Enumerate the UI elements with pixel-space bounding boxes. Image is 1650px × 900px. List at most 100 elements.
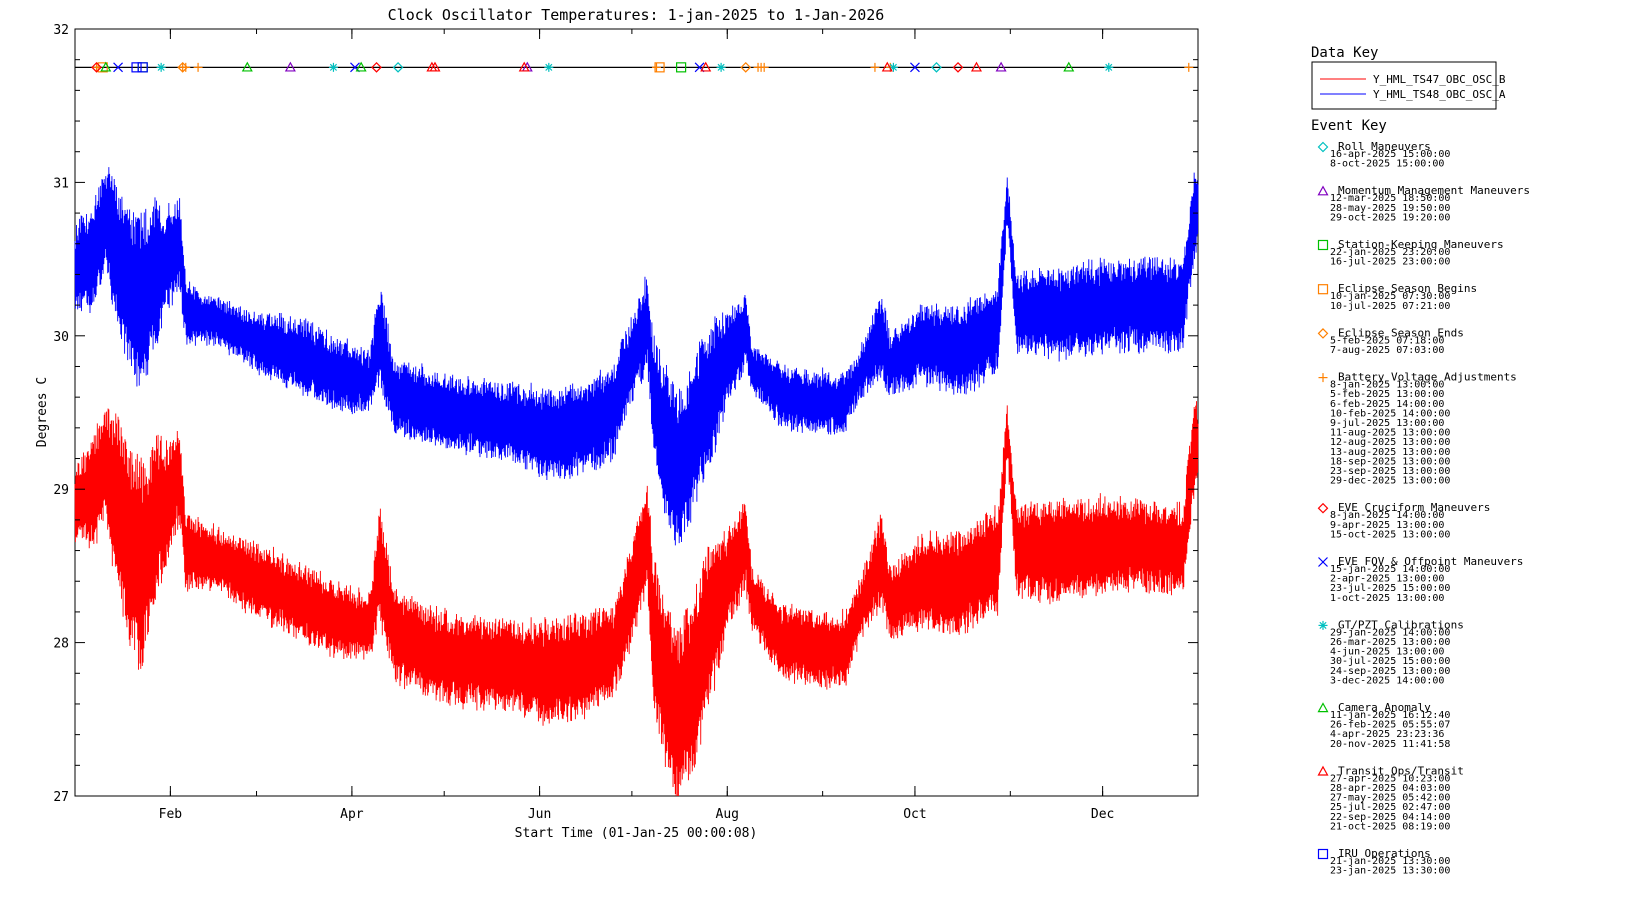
square-shape: [676, 62, 687, 73]
event-key-symbol: [1317, 239, 1329, 251]
event-marker: [700, 61, 712, 72]
event-key-category: Station-Keeping Maneuvers: [1338, 238, 1504, 251]
event-marker: [881, 61, 893, 72]
x-tick-label: Dec: [1091, 807, 1114, 822]
triangle-shape: [518, 61, 530, 72]
event-marker: [716, 62, 726, 72]
event-marker: [91, 62, 102, 73]
event-key-date: 23-jul-2025 15:00:00: [1330, 583, 1450, 594]
series-line-1: [74, 167, 1199, 546]
series-line-2: [74, 401, 1199, 797]
event-key-category: EVE FOV & Offpoint Maneuvers: [1338, 555, 1523, 568]
event-key-date: 29-dec-2025 13:00:00: [1330, 476, 1450, 487]
data-key-label: Y_HML_TS47_OBC_OSC_B: [1373, 73, 1506, 86]
event-marker: [241, 61, 253, 72]
triangle-shape: [284, 61, 296, 72]
event-marker: [131, 62, 142, 73]
event-key-date: 27-may-2025 05:42:00: [1330, 793, 1450, 804]
triangle-shape: [241, 61, 253, 72]
triangle-shape: [995, 61, 1007, 72]
event-marker: [392, 62, 404, 73]
x-stroke: [910, 62, 920, 73]
event-key-symbol: [1317, 185, 1329, 196]
event-key-date: 10-feb-2025 14:00:00: [1330, 408, 1450, 419]
event-marker: [137, 62, 148, 73]
diamond-shape: [931, 62, 942, 73]
event-marker: [952, 62, 964, 73]
event-marker: [371, 62, 382, 73]
data-key-label: Y_HML_TS48_OBC_OSC_A: [1373, 88, 1506, 101]
triangle-shape: [1317, 185, 1329, 196]
triangle-shape: [100, 61, 112, 72]
triangle-shape: [429, 61, 441, 72]
event-key-item: Momentum Management Maneuvers12-mar-2025…: [1317, 184, 1530, 223]
event-marker: [931, 62, 942, 73]
event-key-date: 11-jan-2025 16:12:40: [1330, 710, 1450, 721]
event-key-date: 26-feb-2025 05:55:07: [1330, 720, 1450, 731]
event-key-category: Momentum Management Maneuvers: [1338, 184, 1530, 197]
event-marker: [328, 62, 338, 72]
x-tick-label: Feb: [159, 807, 183, 822]
event-key-symbol: [1317, 328, 1329, 339]
event-marker: [651, 62, 661, 72]
event-key-symbol: [1317, 141, 1329, 153]
event-key-date: 5-feb-2025 07:18:00: [1330, 335, 1444, 346]
event-marker: [156, 62, 166, 72]
event-key-symbol: [1317, 502, 1329, 514]
event-key-date: 9-jul-2025 13:00:00: [1330, 418, 1444, 429]
event-key-category: Eclipse Season Begins: [1338, 282, 1477, 295]
event-marker: [970, 61, 982, 72]
square-shape: [137, 62, 148, 73]
asterisk-stroke: [157, 63, 165, 71]
event-key-date: 24-sep-2025 13:00:00: [1330, 666, 1450, 677]
y-tick-label: 27: [53, 790, 69, 805]
event-key-date: 29-oct-2025 19:20:00: [1330, 212, 1450, 223]
event-marker: [518, 61, 530, 72]
x-stroke: [113, 62, 123, 73]
triangle-shape: [881, 61, 893, 72]
event-marker: [870, 62, 880, 72]
event-key-date: 18-sep-2025 13:00:00: [1330, 456, 1450, 467]
event-key-date: 11-aug-2025 13:00:00: [1330, 428, 1450, 439]
y-tick-label: 29: [53, 483, 69, 498]
event-key-date: 8-oct-2025 15:00:00: [1330, 159, 1444, 170]
data-key-title: Data Key: [1311, 45, 1378, 61]
x-tick-label: Aug: [716, 807, 739, 822]
asterisk-stroke: [545, 63, 553, 71]
event-key-category: Camera Anomaly: [1338, 701, 1431, 714]
asterisk-stroke: [1105, 63, 1113, 71]
event-key-symbol: [1317, 765, 1329, 776]
event-key-date: 13-aug-2025 13:00:00: [1330, 447, 1450, 458]
diamond-shape: [952, 62, 964, 73]
event-marker: [676, 62, 687, 73]
x-tick-label: Jun: [528, 807, 551, 822]
event-marker: [429, 61, 441, 72]
event-key-category: GT/PZT Calibrations: [1338, 618, 1464, 631]
event-key-date: 15-oct-2025 13:00:00: [1330, 529, 1450, 540]
event-key-date: 20-nov-2025 11:41:58: [1330, 739, 1450, 750]
event-marker: [1104, 62, 1114, 72]
diamond-shape: [1317, 502, 1329, 514]
event-marker: [759, 62, 769, 72]
x-axis: Feb Apr Jun Aug Oct Dec: [74, 29, 1199, 822]
chart-title: Clock Oscillator Temperatures: 1-jan-202…: [388, 6, 885, 24]
square-shape: [131, 62, 142, 73]
y-axis: 27 28 29 30 31 32: [53, 23, 1198, 805]
event-marker: [181, 62, 191, 72]
event-key-symbol: [1317, 848, 1329, 860]
diamond-shape: [392, 62, 404, 73]
y-tick-label: 28: [53, 637, 69, 652]
event-key-category: IRU Operations: [1338, 847, 1431, 860]
event-key-date: 2-apr-2025 13:00:00: [1330, 574, 1444, 585]
event-key-symbol: [1318, 557, 1328, 567]
event-key-date: 16-apr-2025 15:00:00: [1330, 149, 1450, 160]
event-key-date: 4-apr-2025 23:23:36: [1330, 729, 1444, 740]
